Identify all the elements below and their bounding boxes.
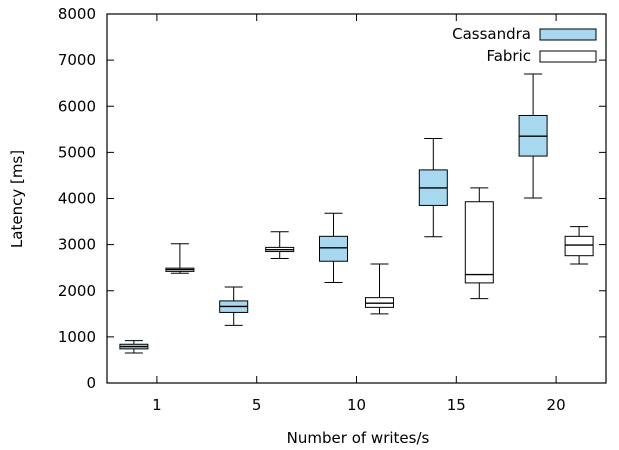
x-tick-label: 10 bbox=[347, 396, 366, 414]
series-layer bbox=[119, 73, 594, 354]
box-fabric-10 bbox=[365, 263, 394, 315]
box-cassandra-5 bbox=[219, 286, 249, 326]
y-tick-label: 6000 bbox=[58, 97, 96, 115]
y-axis: 0 1000 2000 3000 4000 5000 6000 7000 8000 bbox=[58, 5, 606, 392]
x-tick-label: 5 bbox=[252, 396, 262, 414]
box-iqr bbox=[464, 201, 494, 284]
box-cassandra-20 bbox=[518, 73, 548, 199]
y-tick-label: 8000 bbox=[58, 5, 96, 23]
y-tick-label: 0 bbox=[86, 374, 96, 392]
y-tick-label: 1000 bbox=[58, 328, 96, 346]
y-tick-label: 3000 bbox=[58, 236, 96, 254]
box-cassandra-15 bbox=[418, 138, 448, 238]
legend-label-fabric: Fabric bbox=[486, 47, 531, 65]
x-tick-label: 1 bbox=[152, 396, 162, 414]
series-cassandra bbox=[119, 73, 548, 354]
y-tick-label: 7000 bbox=[58, 51, 96, 69]
box-cassandra-10 bbox=[319, 212, 348, 283]
y-tick-label: 4000 bbox=[58, 190, 96, 208]
box-fabric-20 bbox=[564, 226, 594, 265]
box-cassandra-1 bbox=[119, 340, 149, 354]
box-iqr bbox=[564, 235, 594, 257]
box-fabric-5 bbox=[265, 231, 295, 259]
x-tick-label: 20 bbox=[547, 396, 566, 414]
legend-label-cassandra: Cassandra bbox=[452, 25, 531, 43]
box-iqr bbox=[319, 235, 348, 262]
box-fabric-1 bbox=[165, 243, 195, 274]
x-axis-title: Number of writes/s bbox=[287, 429, 430, 447]
box-fabric-15 bbox=[464, 187, 494, 300]
legend-swatch-fabric bbox=[539, 50, 597, 63]
legend-swatch-cassandra bbox=[539, 28, 597, 41]
y-axis-title: Latency [ms] bbox=[8, 150, 26, 248]
x-axis: 1 5 10 15 20 bbox=[152, 14, 566, 414]
x-tick-label: 15 bbox=[447, 396, 466, 414]
y-tick-label: 2000 bbox=[58, 282, 96, 300]
y-tick-label: 5000 bbox=[58, 143, 96, 161]
series-fabric bbox=[165, 187, 594, 315]
legend: Cassandra Fabric bbox=[452, 25, 597, 65]
